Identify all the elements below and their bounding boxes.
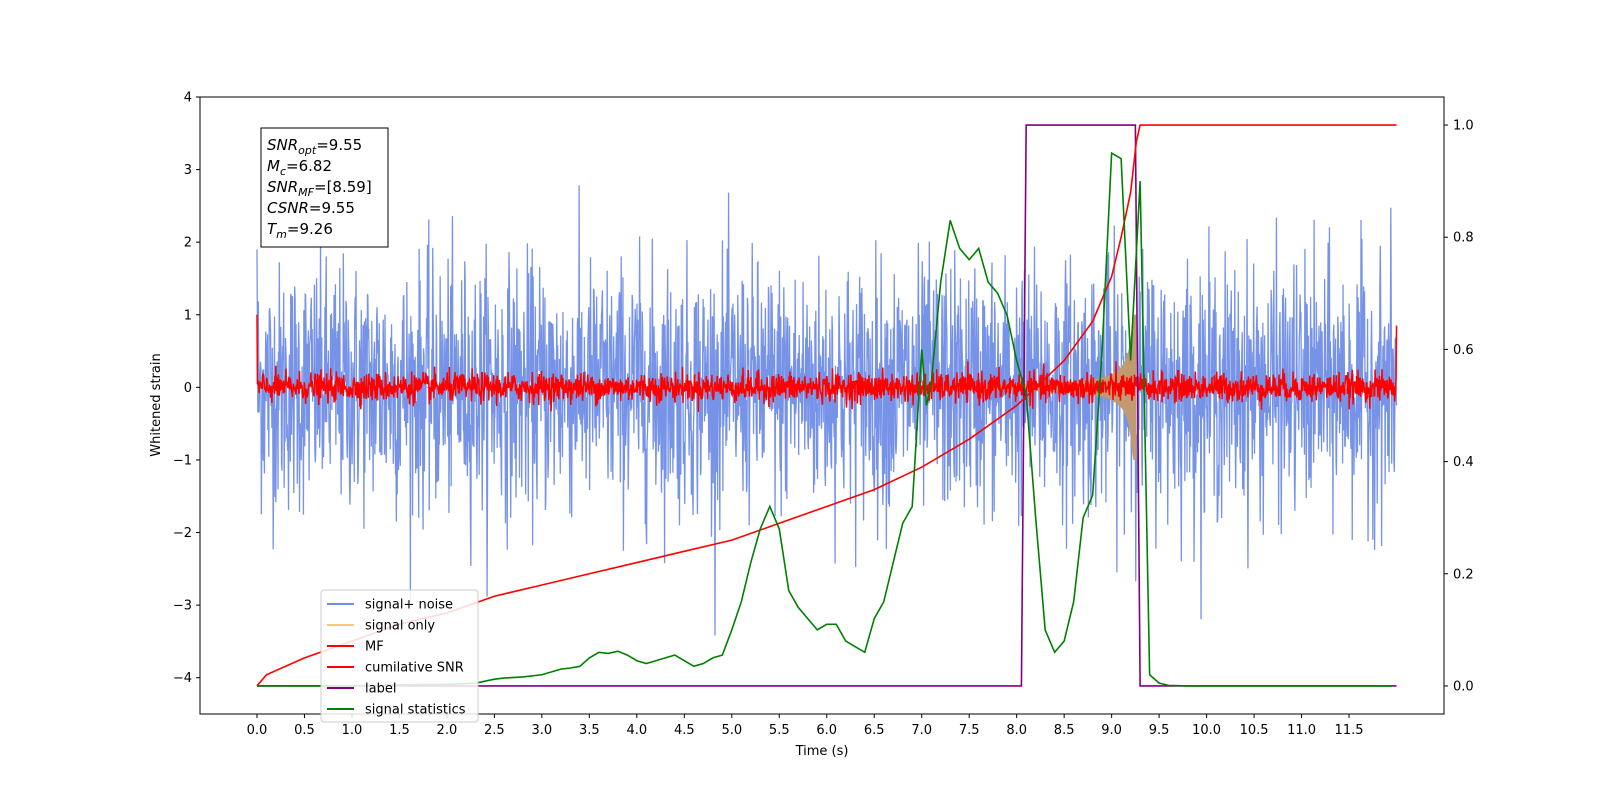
y2-tick-label: 0.2 [1453,567,1474,582]
x-tick-label: 7.0 [911,723,932,738]
x-axis-title: Time (s) [795,744,849,759]
y-tick-label: 0 [184,381,192,396]
x-axis: 0.0 0.5 1.0 1.5 2.0 2.5 3.0 3.5 4.0 4.5 5.0 5.5 6.0 6… [247,714,1364,738]
x-tick-label: 6.0 [816,723,837,738]
legend-entry: MF [365,640,384,655]
annotation-line: Tm=9.26 [267,220,333,241]
y-axis-title: Whitened strain [149,353,164,456]
x-tick-label: 5.0 [721,723,742,738]
x-tick-label: 11.5 [1335,723,1364,738]
y-axis-left: −4 −3 −2 −1 0 1 2 3 4 [173,91,200,686]
y-tick-label: 3 [184,163,192,178]
x-tick-label: 7.5 [959,723,980,738]
y-tick-label: −3 [173,599,192,614]
x-tick-label: 8.5 [1054,723,1075,738]
x-tick-label: 2.0 [437,723,458,738]
legend-frame [320,589,479,723]
x-tick-label: 4.5 [674,723,695,738]
x-tick-label: 3.0 [532,723,553,738]
y-tick-label: −4 [173,671,192,686]
legend: signal+ noise signal only MF cumilative SNR… [320,589,479,723]
y-tick-label: 4 [184,91,192,106]
y-axis-right: 0.0 0.2 0.4 0.6 0.8 1.0 [1444,119,1474,694]
y2-tick-label: 0.8 [1453,231,1474,246]
y2-tick-label: 1.0 [1453,119,1474,134]
x-tick-label: 0.0 [247,723,268,738]
x-tick-label: 3.5 [579,723,600,738]
legend-entry: label [365,682,396,697]
annotation-frame [260,127,389,248]
plot-frame [199,96,1445,715]
legend-entry: signal only [365,619,435,634]
annotation-line: SNRMF=[8.59] [267,178,372,199]
x-tick-label: 6.5 [864,723,885,738]
series-mf [256,314,1398,412]
x-tick-label: 1.5 [389,723,410,738]
x-tick-label: 10.0 [1192,723,1221,738]
y2-tick-label: 0.4 [1453,455,1474,470]
y2-tick-label: 0.0 [1453,679,1474,694]
series-signal-noise [256,185,1398,636]
annotation-line: SNRopt=9.55 [267,136,362,157]
x-tick-label: 1.0 [342,723,363,738]
y-tick-label: −2 [173,526,192,541]
y-tick-label: −1 [173,453,192,468]
x-tick-label: 10.5 [1240,723,1269,738]
y-tick-label: 1 [184,308,192,323]
x-tick-label: 11.0 [1287,723,1316,738]
legend-entry: signal+ noise [365,598,453,613]
legend-entry: signal statistics [365,703,466,718]
annotation-line: CSNR=9.55 [267,199,355,217]
x-tick-label: 0.5 [294,723,315,738]
x-tick-label: 9.0 [1101,723,1122,738]
y-tick-label: 2 [184,236,192,251]
x-tick-label: 4.0 [626,723,647,738]
legend-entry: cumilative SNR [365,661,464,676]
x-tick-label: 9.5 [1149,723,1170,738]
y2-tick-label: 0.6 [1453,343,1474,358]
x-tick-label: 8.0 [1006,723,1027,738]
x-tick-label: 5.5 [769,723,790,738]
series-signal-statistics [256,151,1392,687]
x-tick-label: 2.5 [484,723,505,738]
annotation-line: Mc=6.82 [267,157,332,178]
